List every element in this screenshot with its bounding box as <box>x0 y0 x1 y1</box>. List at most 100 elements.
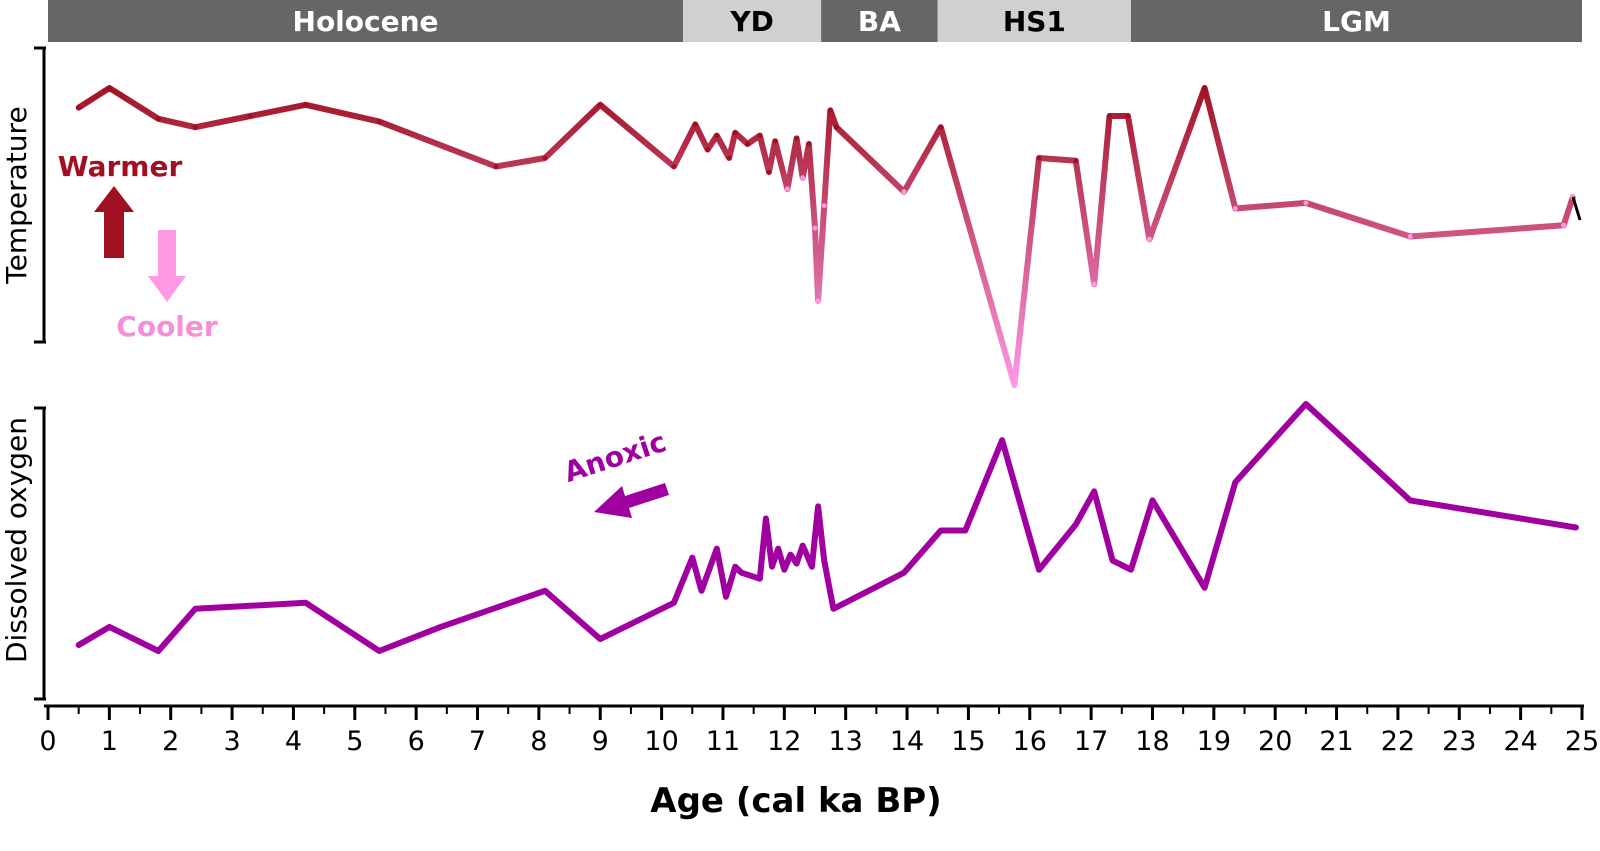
dissolved-oxygen-point <box>999 437 1005 443</box>
warmer-arrow-icon <box>94 186 134 258</box>
temperature-point <box>901 189 907 195</box>
x-tick-label: 21 <box>1319 726 1353 757</box>
temperature-point <box>806 141 812 147</box>
x-tick-label: 9 <box>592 726 609 757</box>
x-axis: 0 1 2 3 4 5 6 7 8 9 10 11 12 13 14 15 16 17 18 19 20 21 22 23 24… <box>39 704 1599 757</box>
series-end-marker <box>1571 196 1582 221</box>
temperature-point <box>671 164 677 169</box>
x-tick-label: 7 <box>469 726 486 757</box>
x-tick-label: 17 <box>1074 726 1108 757</box>
warmer-label: Warmer <box>58 150 183 183</box>
cooler-arrow-icon <box>148 230 186 302</box>
temperature-point <box>745 141 750 147</box>
x-tick-label: 5 <box>346 726 363 757</box>
dissolved-oxygen-axis-title: Dissolved oxygen <box>0 417 33 663</box>
temperature-point <box>757 133 763 139</box>
dissolved-oxygen-point <box>438 624 444 630</box>
x-tick-label: 16 <box>1013 726 1047 757</box>
x-tick-label: 12 <box>767 726 801 757</box>
dissolved-oxygen-panel <box>34 401 1579 701</box>
temperature-point <box>155 116 161 122</box>
x-tick-label: 22 <box>1381 726 1415 757</box>
period-bar: Holocene YD BA HS1 LGM <box>48 0 1582 42</box>
temperature-point <box>1146 236 1152 242</box>
cooler-label: Cooler <box>116 310 218 343</box>
x-tick-label: 0 <box>39 726 56 757</box>
period-label-yd: YD <box>729 5 774 38</box>
dissolved-oxygen-point <box>106 624 112 630</box>
dissolved-oxygen-point <box>303 600 309 606</box>
temperature-panel <box>34 46 1576 388</box>
x-tick-label: 14 <box>890 726 924 757</box>
temperature-point <box>815 298 821 304</box>
temperature-point <box>1125 113 1131 119</box>
x-tick-label: 25 <box>1565 726 1599 757</box>
dissolved-oxygen-point <box>815 503 821 509</box>
temperature-point <box>827 107 833 113</box>
dissolved-oxygen-point <box>830 606 836 612</box>
temperature-point <box>1303 200 1309 206</box>
x-tick-label: 24 <box>1503 726 1537 757</box>
dissolved-oxygen-point <box>732 564 738 570</box>
dissolved-oxygen-point <box>1150 497 1155 503</box>
dissolved-oxygen-point <box>689 555 695 561</box>
x-tick-label: 2 <box>162 726 179 757</box>
dissolved-oxygen-point <box>775 546 781 552</box>
temperature-point <box>303 102 309 108</box>
dissolved-oxygen-point <box>938 528 944 533</box>
temperature-point <box>1073 158 1079 164</box>
x-axis-title: Age (cal ka BP) <box>650 781 941 821</box>
temperature-point <box>1407 234 1413 239</box>
dissolved-oxygen-point <box>821 558 827 564</box>
dissolved-oxygen-point <box>597 636 603 642</box>
period-ba <box>821 0 938 42</box>
temperature-point <box>784 186 790 192</box>
temperature-point <box>1232 206 1238 211</box>
dissolved-oxygen-point <box>699 588 704 594</box>
temperature-point <box>794 135 800 141</box>
x-tick-label: 8 <box>530 726 547 757</box>
anoxic-annotation: Anoxic <box>560 425 670 518</box>
period-label-hs1: HS1 <box>1003 5 1066 38</box>
temperature-point <box>772 138 778 144</box>
temperature-point <box>714 133 720 139</box>
dissolved-oxygen-point <box>1036 567 1042 573</box>
period-label-lgm: LGM <box>1322 5 1391 38</box>
x-tick-label: 4 <box>285 726 302 757</box>
dissolved-oxygen-series-line <box>75 401 1579 654</box>
x-tick-label: 1 <box>101 726 118 757</box>
dissolved-oxygen-point <box>962 528 968 533</box>
x-tick-label: 13 <box>829 726 863 757</box>
temperature-point <box>705 147 711 153</box>
temperature-point <box>106 85 112 91</box>
dissolved-oxygen-point <box>800 543 806 549</box>
cooler-annotation: Cooler <box>116 230 218 343</box>
anoxic-arrow-icon <box>594 483 669 518</box>
temperature-point <box>1091 281 1097 287</box>
temperature-point <box>834 124 839 130</box>
dissolved-oxygen-point <box>1091 488 1097 494</box>
dissolved-oxygen-point <box>155 648 161 654</box>
period-lgm <box>1131 0 1582 42</box>
x-tick-label: 18 <box>1135 726 1169 757</box>
x-tick-label: 19 <box>1197 726 1231 757</box>
temperature-point <box>542 155 548 161</box>
temperature-point <box>192 124 198 130</box>
x-tick-label: 3 <box>223 726 240 757</box>
temperature-point <box>812 225 818 231</box>
dissolved-oxygen-point <box>1128 567 1134 573</box>
temperature-point <box>493 164 499 169</box>
dissolved-oxygen-point <box>1303 401 1309 407</box>
dissolved-oxygen-point <box>671 600 677 606</box>
temperature-point <box>938 124 944 130</box>
period-label-holocene: Holocene <box>293 5 439 38</box>
dissolved-oxygen-point <box>794 561 800 567</box>
temperature-point <box>800 175 806 181</box>
temperature-point <box>1202 85 1208 91</box>
temperature-point <box>726 155 732 161</box>
dissolved-oxygen-point <box>1202 585 1208 591</box>
temperature-point <box>732 130 738 136</box>
temperature-point <box>597 102 603 108</box>
dissolved-oxygen-point <box>1573 525 1579 530</box>
